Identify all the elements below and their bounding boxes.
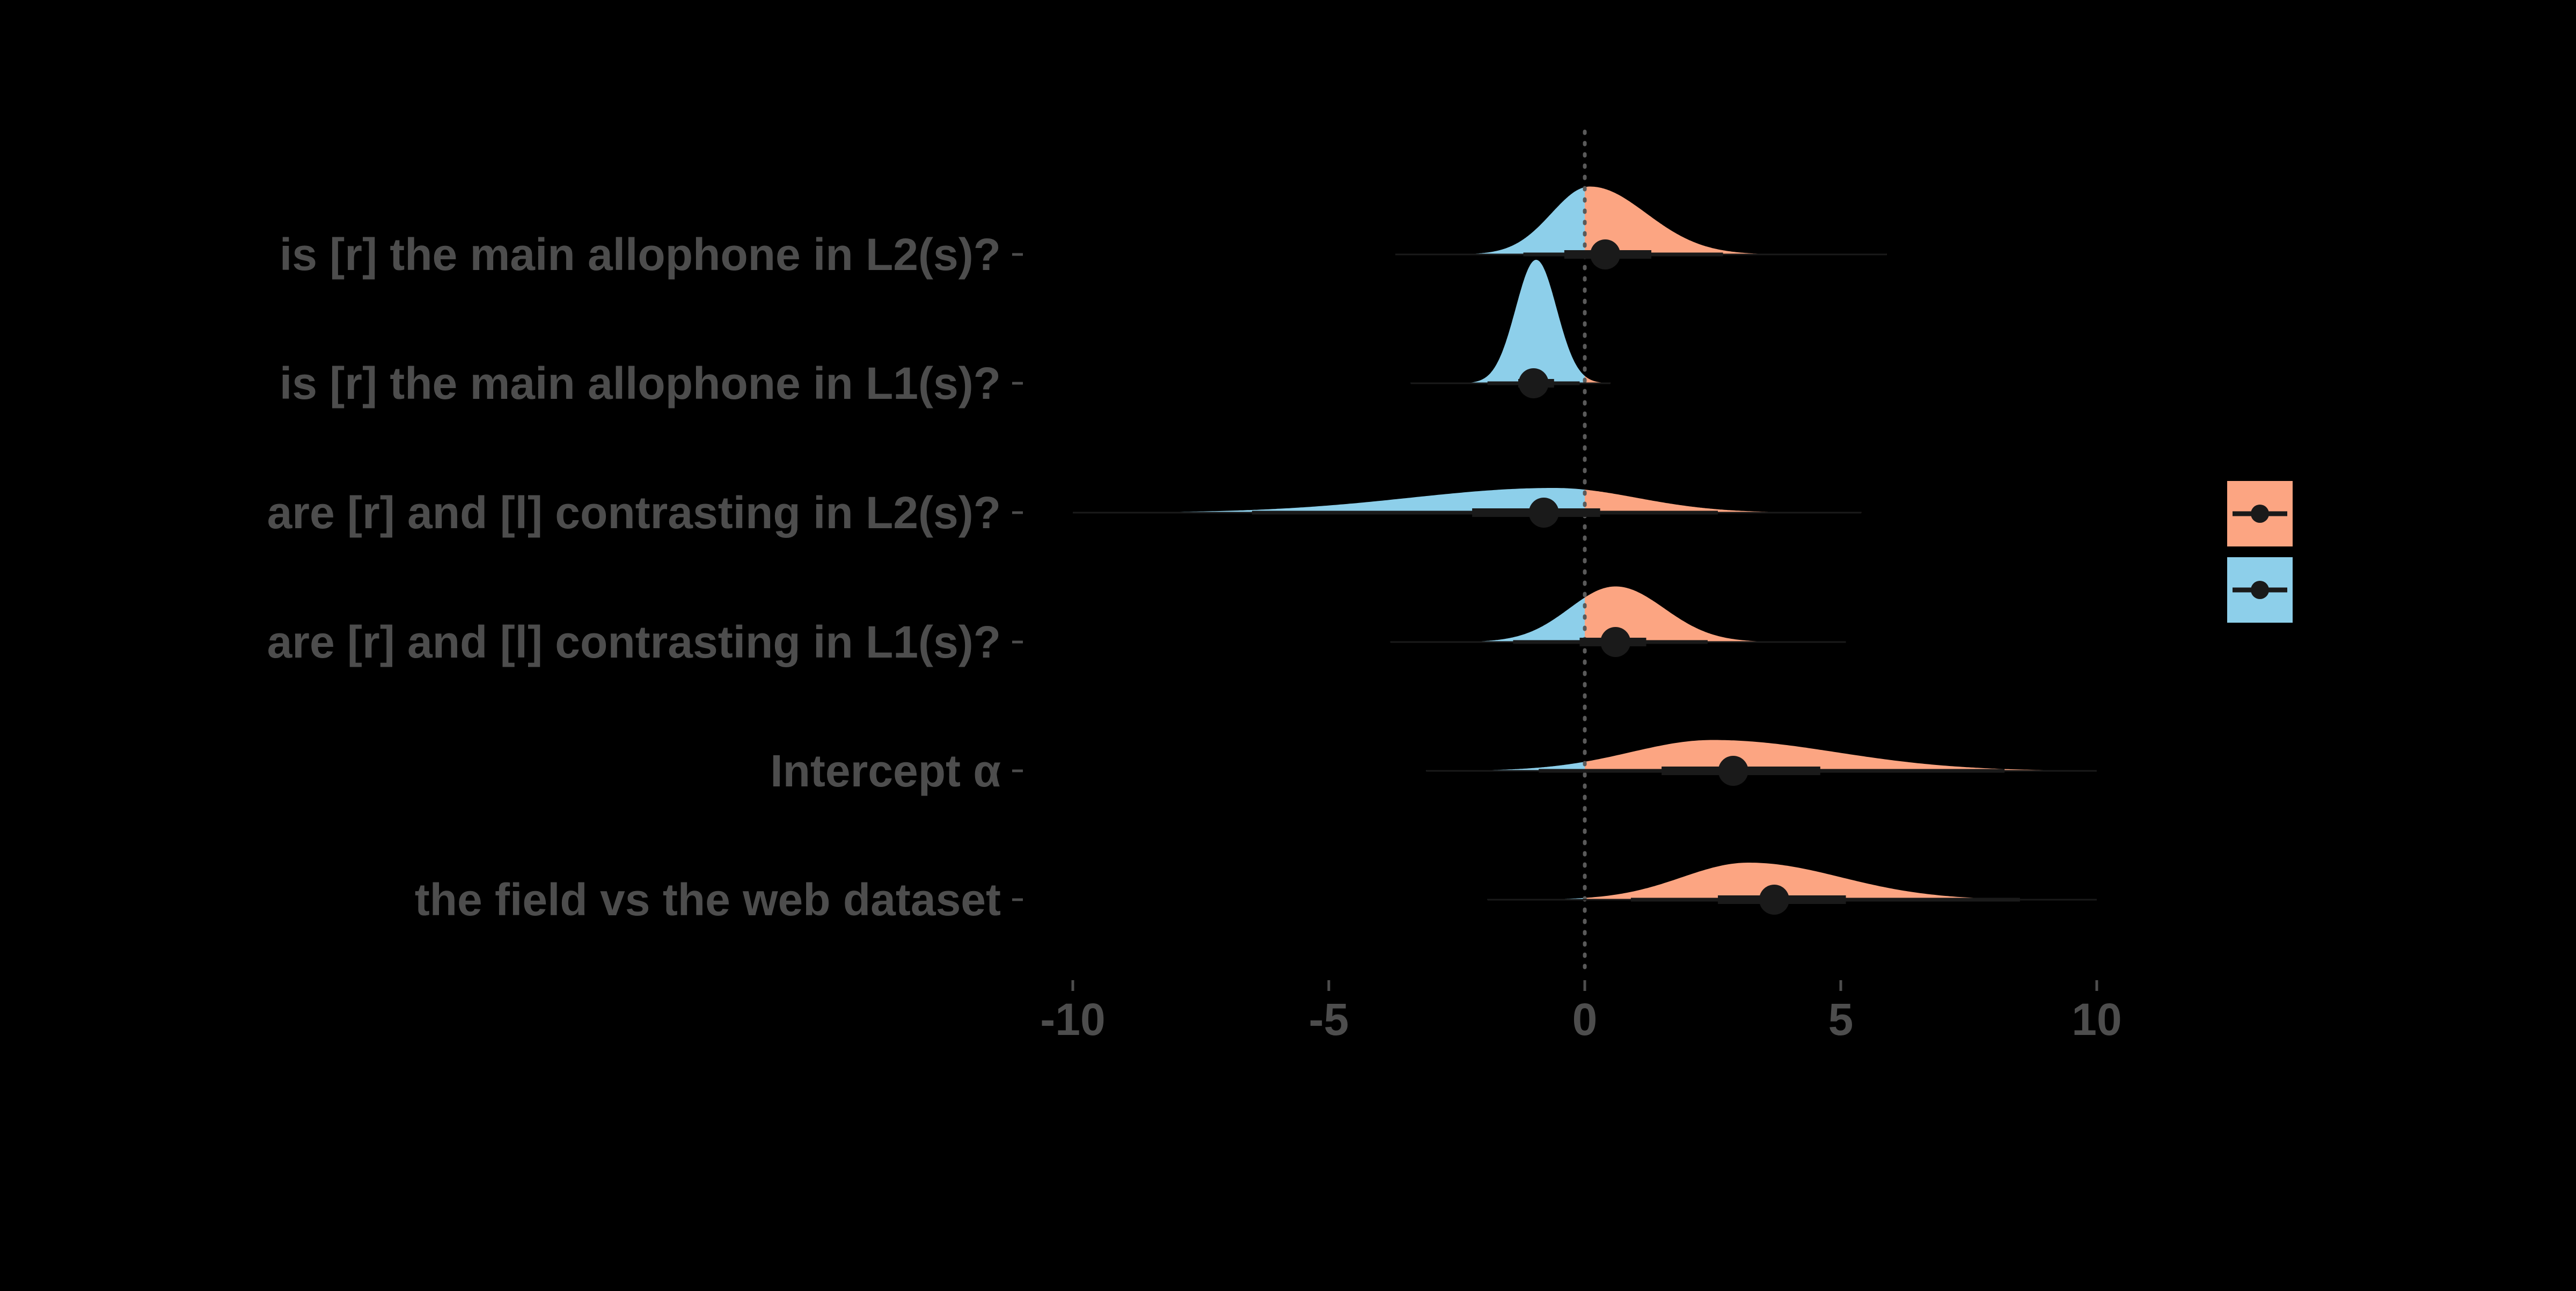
density-negative-2: [1410, 260, 1585, 383]
median-point-3: [1528, 498, 1559, 528]
median-point-4: [1600, 627, 1631, 657]
x-tick-label-3: 0: [1572, 994, 1598, 1045]
density-positive-4: [1585, 586, 1846, 642]
median-point-1: [1590, 239, 1621, 269]
median-point-2: [1518, 368, 1549, 398]
density-positive-6: [1585, 863, 2097, 900]
y-axis-label-6: the field vs the web dataset: [415, 874, 1001, 925]
y-axis-label-2: is [r] the main allophone in L1(s)?: [280, 358, 1001, 409]
x-tick-label-1: -10: [1040, 994, 1105, 1045]
density-positive-2: [1585, 376, 1611, 383]
density-positive-3: [1585, 490, 1862, 513]
y-axis-label-5: Intercept α: [770, 746, 1001, 796]
x-tick-label-4: 5: [1828, 994, 1854, 1045]
density-negative-1: [1395, 187, 1585, 254]
density-positive-1: [1585, 186, 1887, 254]
density-positive-5: [1585, 740, 2097, 771]
median-point-6: [1759, 885, 1789, 915]
density-negative-3: [1073, 488, 1585, 513]
legend-key-point-2: [2251, 581, 2269, 599]
median-point-5: [1718, 756, 1748, 786]
y-axis-label-3: are [r] and [l] contrasting in L2(s)?: [267, 487, 1001, 538]
y-axis-label-4: are [r] and [l] contrasting in L1(s)?: [267, 617, 1001, 667]
density-negative-4: [1390, 597, 1585, 642]
legend-key-point-1: [2251, 505, 2269, 523]
x-tick-label-5: 10: [2072, 994, 2121, 1045]
density-negative-5: [1426, 762, 1585, 771]
x-tick-label-2: -5: [1309, 994, 1349, 1045]
y-axis-label-1: is [r] the main allophone in L2(s)?: [280, 229, 1001, 280]
